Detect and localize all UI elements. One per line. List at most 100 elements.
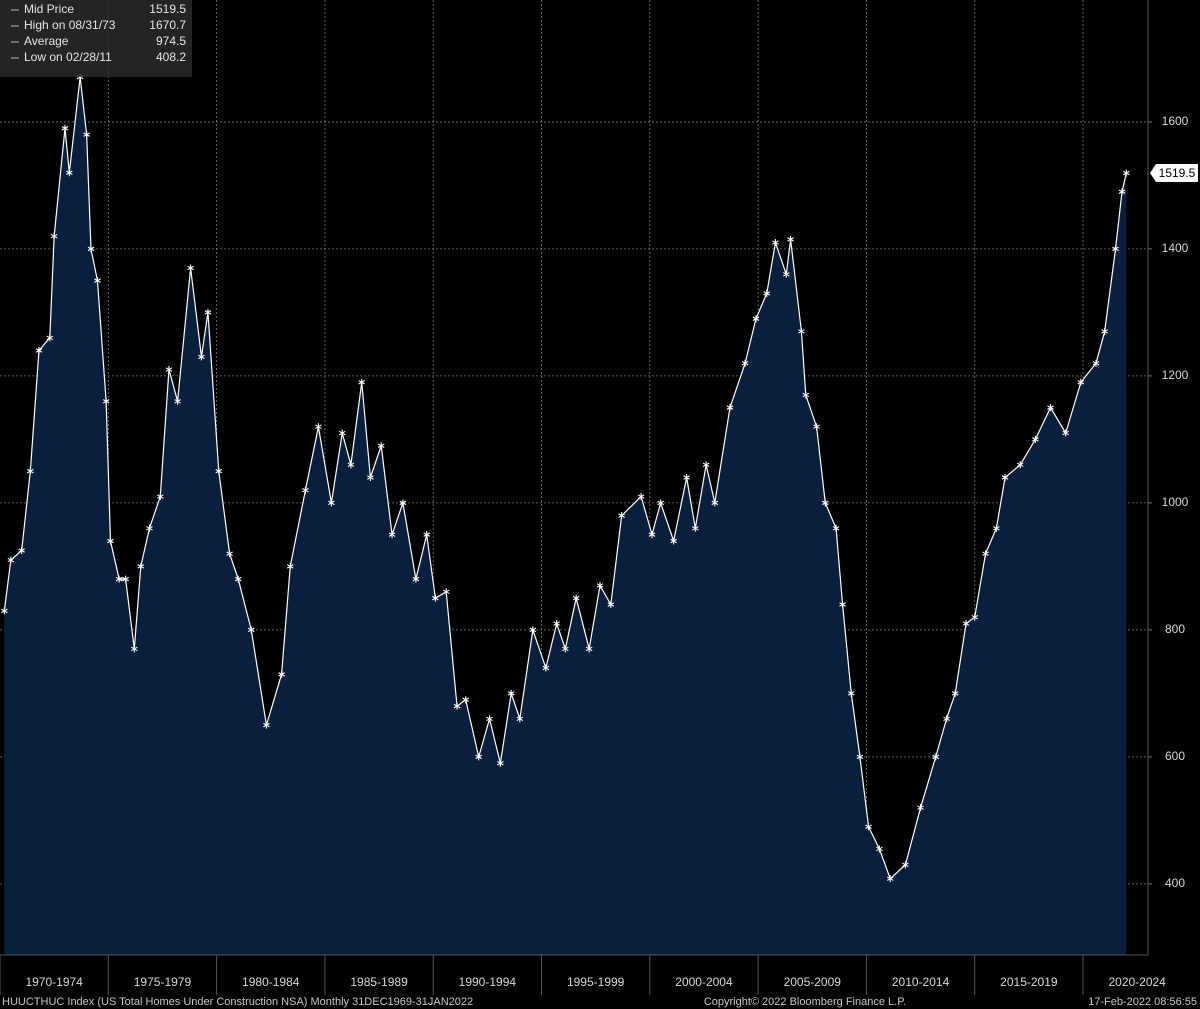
y-tick-label: 1400 xyxy=(1162,241,1189,255)
marker xyxy=(462,696,470,704)
marker xyxy=(702,461,710,469)
marker xyxy=(174,397,181,405)
x-tick-label: 2005-2009 xyxy=(784,975,842,989)
marker xyxy=(839,600,846,608)
marker xyxy=(35,347,43,355)
marker xyxy=(315,423,322,431)
marker xyxy=(802,391,810,399)
marker xyxy=(226,550,233,558)
x-tick-label: 1980-1984 xyxy=(242,975,300,989)
legend-value: 1670.7 xyxy=(149,18,186,32)
legend-value: 408.2 xyxy=(156,50,186,64)
marker xyxy=(821,499,829,507)
marker xyxy=(607,600,615,608)
marker xyxy=(115,575,123,583)
marker xyxy=(1123,169,1130,177)
legend-label: High on 08/31/73 xyxy=(24,18,116,32)
x-tick-label: 1975-1979 xyxy=(134,975,192,989)
marker xyxy=(529,626,537,634)
marker xyxy=(902,861,909,869)
marker xyxy=(691,524,699,532)
marker xyxy=(585,645,593,653)
marker xyxy=(65,169,73,177)
marker xyxy=(83,131,90,139)
marker xyxy=(388,531,396,539)
marker xyxy=(1,607,8,615)
marker xyxy=(18,547,25,555)
footer-source: HUUCTHUC Index (US Total Homes Under Con… xyxy=(2,996,473,1008)
marker xyxy=(553,620,560,628)
marker xyxy=(87,245,95,253)
marker xyxy=(94,277,101,285)
marker xyxy=(507,689,515,697)
legend-label: Mid Price xyxy=(24,2,74,16)
marker xyxy=(1112,245,1119,253)
marker xyxy=(1001,474,1009,481)
legend-label: Average xyxy=(24,34,69,48)
marker xyxy=(971,613,979,621)
marker xyxy=(27,467,34,475)
marker xyxy=(637,493,645,501)
marker xyxy=(61,124,69,132)
marker xyxy=(962,620,970,628)
marker xyxy=(1077,378,1085,386)
marker xyxy=(187,264,194,272)
marker xyxy=(648,531,656,539)
marker xyxy=(286,562,294,570)
marker xyxy=(1016,461,1024,469)
marker xyxy=(7,556,15,564)
marker xyxy=(917,804,924,812)
marker xyxy=(982,550,989,558)
marker xyxy=(358,378,366,386)
marker xyxy=(1047,404,1054,412)
marker xyxy=(572,594,580,602)
marker xyxy=(432,594,439,602)
x-tick-label: 2010-2014 xyxy=(892,975,950,989)
marker xyxy=(347,461,355,469)
legend-value: 1519.5 xyxy=(149,2,186,16)
x-tick-label: 2020-2024 xyxy=(1108,975,1166,989)
marker xyxy=(453,702,461,710)
y-tick-label: 1200 xyxy=(1162,368,1189,382)
marker xyxy=(1101,327,1108,335)
marker xyxy=(367,474,374,481)
marker xyxy=(1062,429,1070,437)
marker xyxy=(886,875,894,883)
marker xyxy=(670,537,677,545)
marker xyxy=(657,499,664,507)
marker xyxy=(328,499,335,507)
marker xyxy=(562,645,569,653)
marker xyxy=(204,308,212,316)
marker xyxy=(247,626,255,634)
marker xyxy=(763,289,771,297)
plot-area xyxy=(0,0,1148,955)
marker xyxy=(412,575,420,583)
last-value-label: 1519.5 xyxy=(1159,166,1196,180)
marker xyxy=(486,715,493,723)
marker xyxy=(618,512,625,520)
marker xyxy=(215,467,223,475)
marker xyxy=(782,270,790,278)
marker xyxy=(876,845,883,853)
marker xyxy=(726,404,734,412)
marker xyxy=(1092,359,1100,367)
legend: Mid Price 1519.5 High on 08/31/73 1670.7 Ave… xyxy=(0,0,192,77)
y-tick-label: 800 xyxy=(1165,622,1185,636)
marker xyxy=(752,315,760,323)
marker xyxy=(932,753,940,761)
marker xyxy=(234,575,242,583)
marker xyxy=(813,423,820,431)
y-tick-label: 600 xyxy=(1165,749,1185,763)
marker xyxy=(865,823,872,831)
x-tick-label: 1995-1999 xyxy=(567,975,625,989)
marker xyxy=(442,588,450,596)
marker xyxy=(711,499,719,507)
marker xyxy=(798,327,805,335)
legend-label: Low on 02/28/11 xyxy=(24,50,112,64)
marker xyxy=(993,524,1000,532)
x-tick-label: 1985-1989 xyxy=(350,975,408,989)
marker xyxy=(156,493,164,501)
marker xyxy=(787,235,794,243)
marker xyxy=(399,499,407,507)
